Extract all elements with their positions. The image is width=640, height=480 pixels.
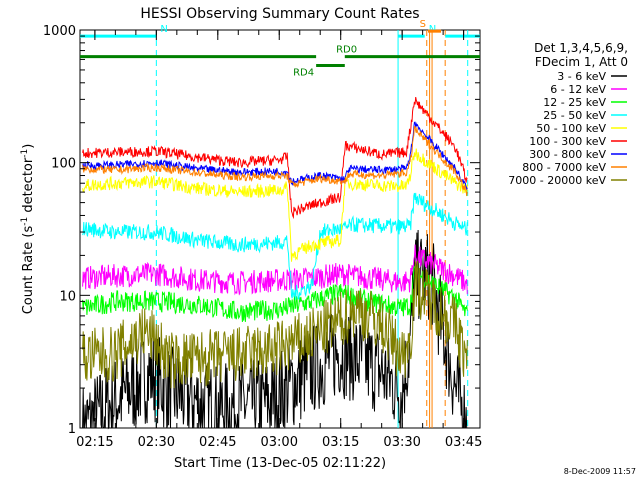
series-line xyxy=(82,96,468,220)
flag-label: RD0 xyxy=(336,45,357,56)
plot-frame xyxy=(79,29,481,429)
legend-entry-label: 800 - 7000 keV xyxy=(522,161,606,174)
footer-timestamp: 8-Dec-2009 11:57 xyxy=(564,467,636,476)
x-tick-label: 03:45 xyxy=(445,435,482,450)
legend-entry-label: 100 - 300 keV xyxy=(529,135,606,148)
flag-label: S xyxy=(420,19,426,30)
legend-entry-label: 50 - 100 keV xyxy=(536,122,606,135)
legend-entry-label: 3 - 6 keV xyxy=(557,70,606,83)
legend-entry-label: 12 - 25 keV xyxy=(543,96,606,109)
series-line xyxy=(82,264,468,323)
y-tick-label: 1000 xyxy=(43,24,76,39)
x-axis-label: Start Time (13-Dec-05 02:11:22) xyxy=(174,456,386,471)
series-line xyxy=(82,260,468,389)
legend-entry-label: 300 - 800 keV xyxy=(529,148,606,161)
chart-title: HESSI Observing Summary Count Rates xyxy=(140,6,419,22)
series-line xyxy=(82,229,468,430)
x-tick-label: 02:45 xyxy=(199,435,236,450)
legend-entry-label: 6 - 12 keV xyxy=(550,83,606,96)
series-line xyxy=(82,148,468,262)
y-tick-label: 1 xyxy=(68,422,76,437)
x-tick-label: 03:00 xyxy=(261,435,298,450)
series-line xyxy=(82,192,468,300)
x-axis: 02:15 02:30 02:45 03:00 03:15 03:30 03:45 xyxy=(76,30,482,450)
data-series xyxy=(82,96,468,430)
legend-entry-label: 7000 - 20000 keV xyxy=(508,174,606,187)
x-tick-label: 02:15 xyxy=(76,435,113,450)
y-label-exponent: -1 xyxy=(20,149,30,158)
y-label-part: ) xyxy=(21,144,36,149)
series-line xyxy=(82,125,468,196)
y-axis-label: Count Rate (s-1 detector-1) xyxy=(20,144,36,315)
y-label-part: Count Rate (s xyxy=(21,226,36,315)
legend-header: Det 1,3,4,5,6,9, xyxy=(534,41,628,55)
y-label-part: detector xyxy=(21,157,36,217)
x-tick-label: 03:30 xyxy=(383,435,420,450)
series-line xyxy=(82,244,468,296)
legend-header: FDecim 1, Att 0 xyxy=(535,55,628,69)
y-label-exponent: -1 xyxy=(20,217,30,226)
flag-label: RD4 xyxy=(293,68,314,79)
y-tick-label: 10 xyxy=(59,289,76,304)
legend-entry-label: 25 - 50 keV xyxy=(543,109,606,122)
x-tick-label: 02:30 xyxy=(138,435,175,450)
x-tick-label: 03:15 xyxy=(322,435,359,450)
flag-label: N xyxy=(160,24,167,35)
flag-label: N xyxy=(429,24,436,35)
legend: Det 1,3,4,5,6,9, FDecim 1, Att 0 3 - 6 k… xyxy=(508,41,628,187)
y-tick-label: 100 xyxy=(51,157,76,172)
y-axis: 1 10 100 1000 xyxy=(43,24,480,437)
